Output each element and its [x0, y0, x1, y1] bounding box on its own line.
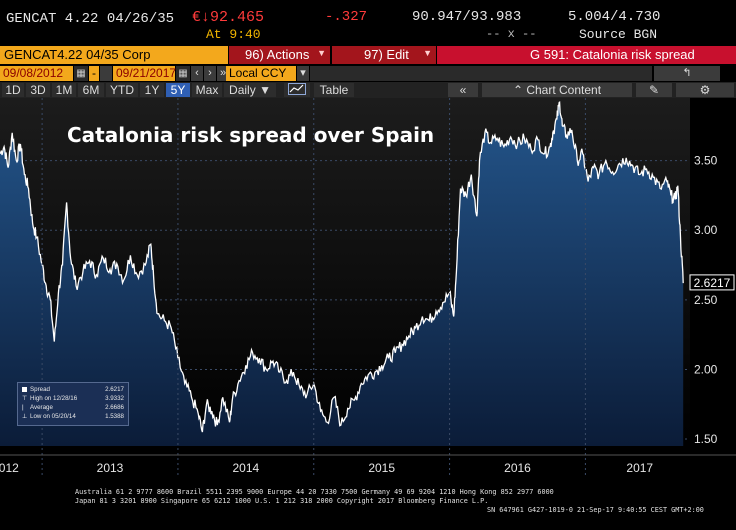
range-6m[interactable]: 6M — [78, 83, 104, 97]
edit-menu-button[interactable]: 97) Edit ▼ — [332, 46, 436, 64]
y-tick-label: 2.50 — [694, 293, 718, 307]
chevron-down-icon[interactable]: ▾ — [297, 66, 309, 81]
pencil-icon[interactable]: ✎ — [636, 83, 672, 97]
calendar-icon[interactable]: ▦ — [176, 66, 190, 81]
caret-down-icon: ▼ — [423, 48, 432, 58]
line-chart-icon[interactable] — [284, 83, 310, 97]
calendar-icon[interactable]: ▦ — [74, 66, 88, 81]
end-date-input[interactable]: 09/21/2017 — [113, 66, 176, 81]
quote-bar: GENCAT 4.22 04/26/35 €↓92.465 At 9:40 -.… — [0, 0, 736, 44]
price-time: At 9:40 — [206, 27, 261, 42]
caret-down-icon: ▼ — [317, 48, 326, 58]
last-value-tag — [689, 274, 735, 291]
y-tick-label: 3.50 — [694, 154, 718, 168]
x-tick-label: 2013 — [97, 461, 124, 475]
chart-area[interactable]: 1.50 2.00 2.50 3.00 3.50 2012 2013 2014 2015 201… — [0, 98, 736, 530]
function-bar: GENCAT4.22 04/35 Corp 96) Actions ▼ 97) … — [0, 46, 736, 64]
x-tick-label: 2014 — [232, 461, 259, 475]
actions-label: 96) Actions — [245, 47, 310, 62]
chart-content-label: Chart Content — [526, 83, 602, 97]
x-tick-label: 2015 — [368, 461, 395, 475]
footer-phones: Australia 61 2 9777 8600 Brazil 5511 239… — [75, 488, 554, 496]
legend-value: 2.6686 — [105, 404, 124, 411]
legend-row-average: | Average 2.6686 — [21, 403, 125, 412]
legend-row-high: ⊤ High on 12/28/16 3.9332 — [21, 394, 125, 403]
range-1m[interactable]: 1M — [52, 83, 76, 97]
chart-content-button[interactable]: ⌃ Chart Content — [482, 83, 632, 97]
size-separator: -- x -- — [486, 27, 537, 41]
range-3d[interactable]: 3D — [26, 83, 50, 97]
table-button[interactable]: Table — [314, 83, 354, 97]
date-range-row: 09/08/2012 ▦ - 09/21/2017 ▦ ‹ › » Local … — [0, 66, 736, 82]
legend-row-spread: Spread 2.6217 — [21, 385, 125, 394]
prev-period-icon[interactable]: ‹ — [191, 66, 203, 81]
high-marker-icon: ⊤ — [22, 395, 28, 402]
chart-content-arrow-icon: ⌃ — [512, 83, 527, 97]
line-chart-glyph — [288, 83, 306, 95]
legend-value: 3.9332 — [105, 395, 124, 402]
footer: Australia 61 2 9777 8600 Brazil 5511 239… — [0, 484, 736, 530]
range-max[interactable]: Max — [192, 83, 222, 97]
legend-value: 2.6217 — [105, 386, 124, 393]
pricing-source: Source BGN — [579, 27, 658, 42]
security-ticker: GENCAT 4.22 04/26/35 — [6, 11, 175, 27]
range-ytd[interactable]: YTD — [106, 83, 138, 97]
last-value-label: 2.6217 — [694, 276, 731, 290]
bid-ask: 90.947/93.983 — [412, 9, 522, 25]
x-tick-label: 2012 — [0, 461, 19, 475]
legend-label: Spread — [30, 386, 50, 393]
legend-row-low: ⊥ Low on 05/20/14 1.5388 — [21, 412, 125, 421]
frequency-label: Daily — [229, 83, 256, 97]
actions-menu-button[interactable]: 96) Actions ▼ — [229, 46, 330, 64]
yield-bid-ask: 5.004/4.730 — [568, 9, 661, 25]
chart-toolbar: 1D 3D 1M 6M YTD 1Y 5Y Max Daily ▼ Table … — [0, 82, 736, 98]
average-marker-icon: | — [22, 404, 24, 411]
spread-line — [0, 101, 684, 433]
date-spacer — [100, 66, 112, 81]
range-1d[interactable]: 1D — [2, 83, 24, 97]
security-field[interactable]: GENCAT4.22 04/35 Corp — [0, 46, 228, 64]
legend-swatch — [22, 387, 27, 392]
spread-area — [0, 102, 684, 446]
undo-icon[interactable]: ↰ — [654, 66, 720, 81]
double-chevron-left-icon[interactable]: « — [448, 83, 478, 97]
y-tick-label: 1.50 — [694, 432, 718, 446]
price-change: -.327 — [325, 9, 368, 25]
chart-title: Catalonia risk spread over Spain — [67, 123, 435, 147]
range-1y[interactable]: 1Y — [140, 83, 164, 97]
date-row-fill — [310, 66, 652, 81]
last-price: €↓92.465 — [192, 9, 265, 26]
x-tick-label: 2016 — [504, 461, 531, 475]
y-tick-label: 2.00 — [694, 362, 718, 376]
caret-down-icon: ▼ — [259, 83, 271, 97]
start-date-input[interactable]: 09/08/2012 — [0, 66, 73, 81]
date-dash: - — [89, 66, 99, 81]
range-5y[interactable]: 5Y — [166, 83, 190, 97]
footer-session: SN 647961 G427-1019-0 21-Sep-17 9:40:55 … — [487, 506, 704, 514]
legend-label: Average — [30, 404, 53, 411]
next-period-icon[interactable]: › — [204, 66, 216, 81]
legend-label: Low on 05/20/14 — [30, 413, 76, 420]
edit-label: 97) Edit — [364, 47, 409, 62]
chart-name-field[interactable]: G 591: Catalonia risk spread — [437, 46, 736, 64]
currency-select[interactable]: Local CCY — [226, 66, 296, 81]
spread-chart: 1.50 2.00 2.50 3.00 3.50 2012 2013 2014 2015 201… — [0, 98, 736, 476]
gear-icon[interactable]: ⚙ — [676, 83, 734, 97]
footer-copyright: Japan 81 3 3201 8900 Singapore 65 6212 1… — [75, 497, 489, 505]
frequency-select[interactable]: Daily ▼ — [224, 83, 276, 97]
legend-value: 1.5388 — [105, 413, 124, 420]
x-tick-label: 2017 — [626, 461, 653, 475]
y-tick-label: 3.00 — [694, 223, 718, 237]
legend-label: High on 12/28/16 — [30, 395, 78, 402]
low-marker-icon: ⊥ — [22, 413, 28, 420]
legend-box[interactable]: Spread 2.6217 ⊤ High on 12/28/16 3.9332 … — [17, 382, 129, 426]
